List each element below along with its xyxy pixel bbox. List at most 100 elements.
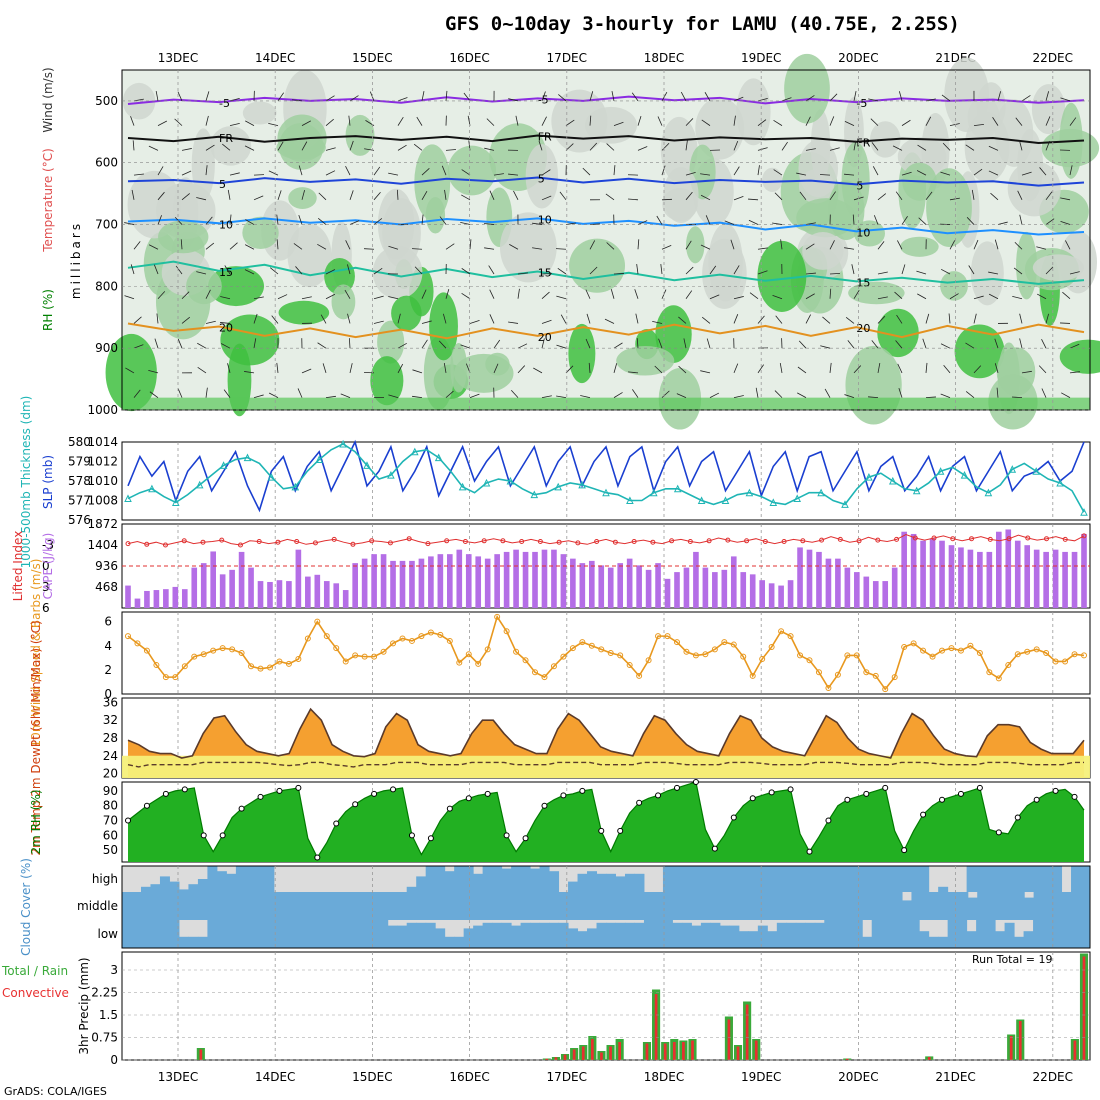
- cape-bar: [712, 572, 718, 608]
- day-tick-bottom: 13DEC: [158, 1070, 198, 1084]
- cape-bar: [1024, 545, 1031, 608]
- rh-tick-label: 70: [103, 814, 118, 828]
- cape-bar: [882, 581, 889, 608]
- wind-barb: [589, 266, 598, 275]
- thickness-point: [626, 496, 634, 504]
- wind-barb: [660, 264, 663, 275]
- cloud-bar: [469, 892, 480, 920]
- rh-shading: [757, 240, 807, 312]
- wind-barb: [1060, 220, 1071, 225]
- precip-convective-bar: [745, 1004, 749, 1060]
- wind-barb: [724, 220, 735, 225]
- wind-barb: [1060, 97, 1071, 102]
- cloud-bar: [197, 936, 208, 948]
- cape-bar: [939, 540, 945, 608]
- cape-bar: [229, 569, 235, 608]
- cloud-bar: [624, 922, 635, 948]
- wind-barb: [604, 318, 615, 324]
- wind-barb: [637, 115, 642, 126]
- wind-barb: [844, 394, 855, 399]
- 10m-wind-point: [399, 635, 406, 642]
- rh-shading: [1031, 84, 1066, 135]
- wind-barb: [565, 143, 574, 151]
- cloud-bar: [235, 866, 246, 892]
- rh-point: [295, 784, 302, 791]
- wind-barb: [533, 367, 543, 374]
- wind-barb: [871, 142, 879, 151]
- cloud-bar: [620, 892, 630, 920]
- wind-barb: [853, 140, 857, 151]
- 10m-wind-point: [560, 653, 567, 660]
- cloud-bar: [501, 922, 512, 948]
- precip-total-label: Total / Rain: [1, 964, 68, 978]
- 10m-wind-point: [1062, 658, 1069, 665]
- isotherm-label: 20: [219, 322, 233, 335]
- wind-tick-label: 6: [104, 615, 112, 629]
- cape-bar: [390, 560, 396, 608]
- rh-shading: [345, 114, 375, 156]
- cloud-bar: [833, 920, 844, 948]
- wind-barb: [901, 171, 912, 176]
- thickness-point: [434, 453, 443, 462]
- wind-barb: [245, 219, 255, 225]
- wind-barb: [845, 316, 855, 324]
- wind-barb: [730, 239, 735, 250]
- wind-barb: [177, 91, 183, 102]
- cloud-bar: [582, 892, 593, 920]
- cloud-bar: [748, 866, 759, 892]
- rh-shading-surface: [122, 397, 1090, 410]
- cloud-bar: [729, 925, 740, 948]
- cape-bar: [570, 558, 576, 608]
- rh-point: [882, 784, 889, 791]
- wind-barb: [155, 91, 159, 101]
- rh-shading: [796, 198, 857, 238]
- cloud-bar: [695, 892, 706, 920]
- 10m-wind-point: [806, 657, 813, 664]
- cloud-bar: [473, 925, 484, 948]
- wind-barb: [700, 244, 711, 250]
- wind-barb: [416, 116, 423, 126]
- wind-barb: [508, 98, 519, 102]
- cloud-bar: [254, 866, 265, 892]
- wind-barb: [1061, 392, 1071, 398]
- cloud-bar: [577, 931, 588, 948]
- cloud-bar: [938, 936, 949, 948]
- thickness-tick-label: 579: [68, 455, 91, 469]
- wind-barb: [517, 343, 528, 349]
- wind-barb: [925, 116, 932, 126]
- 10m-wind-point: [276, 658, 283, 665]
- cape-bar: [503, 551, 510, 608]
- wind-barb: [388, 296, 399, 300]
- thickness-point: [1080, 508, 1088, 516]
- cloud-bar: [634, 922, 645, 948]
- wind-barb: [1012, 295, 1023, 300]
- cloud-bar: [460, 892, 471, 920]
- wind-barb: [345, 165, 351, 176]
- wind-barb: [895, 340, 903, 349]
- cloud-bar: [549, 871, 560, 892]
- wind-barb: [325, 269, 336, 275]
- 10m-wind-point: [882, 686, 889, 693]
- cloud-bar: [264, 866, 275, 892]
- thickness-point: [339, 439, 347, 448]
- temp-tick-label: 36: [103, 695, 118, 709]
- wind-barb: [949, 240, 956, 250]
- rh-point: [162, 790, 169, 797]
- cape-bar: [153, 590, 160, 608]
- wind-barb: [652, 320, 663, 324]
- precip-convective-bar: [618, 1042, 622, 1060]
- cloud-bar: [1023, 931, 1034, 948]
- cloud-bar: [568, 881, 579, 892]
- wind-barb: [293, 243, 303, 250]
- wind-barb: [701, 316, 711, 324]
- cape-bar: [958, 547, 964, 608]
- cloud-level-label: low: [98, 927, 119, 941]
- wind-side-label: Wind (m/s): [41, 67, 55, 132]
- wind-barb: [461, 292, 471, 300]
- cloud-bar: [909, 866, 920, 892]
- cloud-bar: [226, 873, 237, 892]
- wind-tick-label: 2: [104, 663, 112, 677]
- thickness-point: [267, 472, 276, 481]
- wind-barb: [556, 395, 567, 399]
- wind-barb: [943, 364, 951, 374]
